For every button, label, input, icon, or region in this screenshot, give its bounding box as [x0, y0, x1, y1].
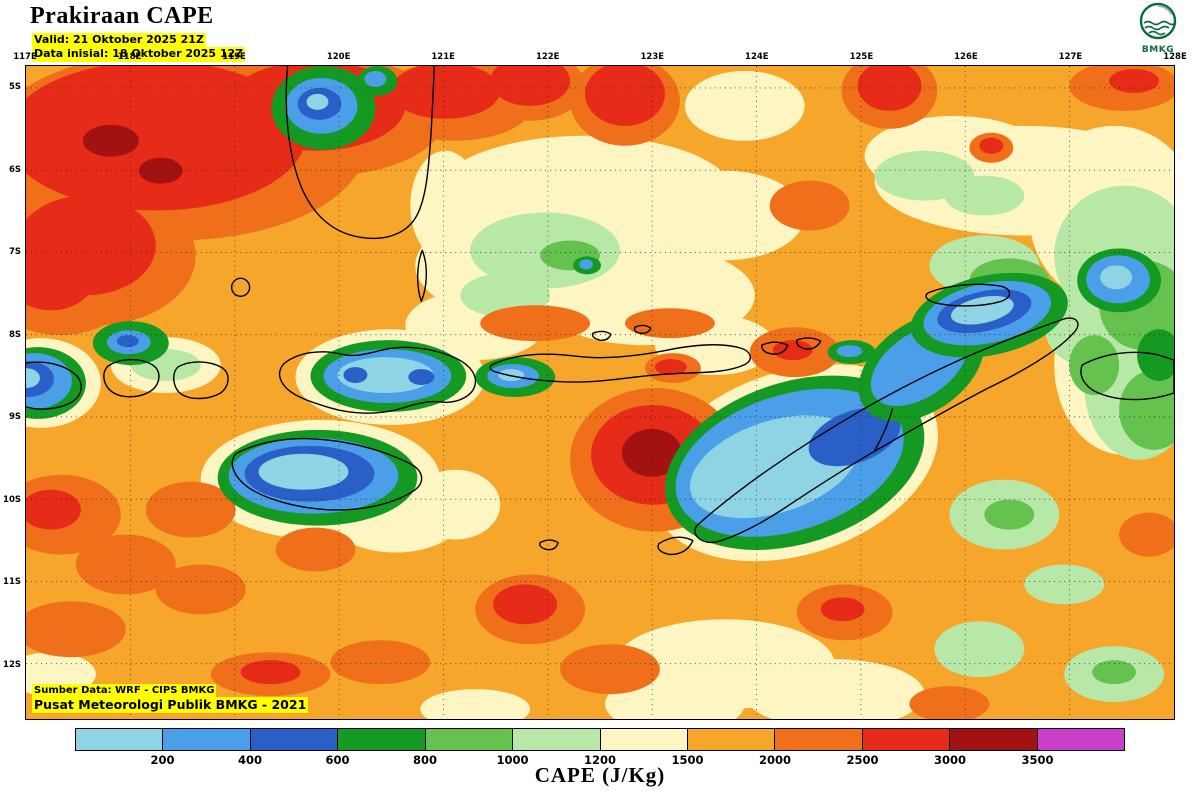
longitude-axis: 117E 118E 119E 120E 121E 122E 123E 124E 125E 126E…: [13, 48, 1187, 62]
lat-label-6S: 6S: [8, 164, 21, 175]
lat-label-8S: 8S: [8, 329, 21, 340]
colorbar-segment-0: [76, 729, 163, 750]
lon-label-125E: 125E: [849, 52, 874, 62]
colorbar-labels: 200 400 600 800 1000 1200 1500 2000 2500 3000 3500: [75, 753, 1125, 769]
lon-label-122E: 122E: [535, 52, 560, 62]
colorbar-tick-800: 800: [412, 753, 438, 767]
bmkg-logo-label: BMKG: [1141, 45, 1175, 55]
colorbar: [75, 728, 1125, 751]
colorbar-tick-1500: 1500: [671, 753, 704, 767]
initial-time-label: Data inisial: 18 Oktober 2025 12Z: [32, 47, 246, 62]
lat-label-7S: 7S: [8, 247, 21, 257]
colorbar-segment-6: [599, 729, 687, 750]
valid-time-label: Valid: 21 Oktober 2025 21Z: [32, 33, 206, 48]
lat-label-10S: 10S: [3, 494, 21, 505]
lon-label-128E: 128E: [1163, 52, 1187, 62]
colorbar-segment-4: [424, 729, 513, 750]
map-canvas: .lvl-0{fill:#8ed4e4}.lvl-1{fill:#4a9fe8}…: [25, 65, 1175, 720]
colorbar-segment-10: [949, 729, 1037, 750]
lat-label-9S: 9S: [8, 412, 21, 422]
lon-label-127E: 127E: [1058, 52, 1083, 62]
colorbar-tick-2500: 2500: [846, 753, 879, 767]
cape-contour-map: .lvl-0{fill:#8ed4e4}.lvl-1{fill:#4a9fe8}…: [26, 66, 1174, 719]
lon-label-120E: 120E: [326, 52, 351, 62]
colorbar-tick-1000: 1000: [496, 753, 529, 767]
colorbar-tick-400: 400: [237, 753, 263, 767]
page-title: Prakiraan CAPE: [30, 3, 214, 29]
colorbar-segment-11: [1036, 729, 1125, 750]
colorbar-segment-7: [686, 729, 775, 750]
contour-fills: [26, 66, 1174, 719]
colorbar-segment-2: [249, 729, 338, 750]
colorbar-segment-8: [774, 729, 862, 750]
bmkg-logo: BMKG: [1134, 2, 1182, 55]
lat-label-5S: 5S: [8, 82, 21, 92]
lon-label-123E: 123E: [640, 52, 665, 62]
lon-label-119E: 119E: [222, 52, 246, 62]
colorbar-segment-3: [337, 729, 425, 750]
publisher-label: Pusat Meteorologi Publik BMKG - 2021: [32, 696, 309, 713]
colorbar-tick-200: 200: [150, 753, 175, 767]
bmkg-logo-icon: [1139, 2, 1177, 40]
coastlines: [26, 66, 1174, 556]
source-block: Sumber Data: WRF - CIPS BMKG Pusat Meteo…: [32, 683, 309, 713]
colorbar-tick-3500: 3500: [1021, 753, 1054, 767]
lon-label-124E: 124E: [745, 52, 769, 62]
lon-label-126E: 126E: [954, 52, 978, 62]
latitude-axis: 5S 6S 7S 8S 9S 10S 11S 12S: [2, 65, 23, 720]
colorbar-tick-600: 600: [325, 753, 350, 767]
lon-label-118E: 118E: [117, 52, 142, 62]
lat-label-11S: 11S: [3, 577, 21, 587]
grid-lines: [26, 66, 1174, 719]
legend: 200 400 600 800 1000 1200 1500 2000 2500 3000 3500: [75, 728, 1125, 769]
legend-title: CAPE (J/Kg): [534, 763, 666, 787]
colorbar-tick-1200: 1200: [583, 753, 617, 767]
forecast-time-block: Valid: 21 Oktober 2025 21Z Data inisial:…: [32, 33, 246, 62]
colorbar-segment-1: [162, 729, 250, 750]
colorbar-tick-2000: 2000: [758, 753, 792, 767]
colorbar-segment-9: [861, 729, 950, 750]
lon-label-117E: 117E: [13, 52, 37, 62]
colorbar-tick-3000: 3000: [933, 753, 967, 767]
lon-label-121E: 121E: [431, 52, 455, 62]
colorbar-segment-5: [512, 729, 600, 750]
lat-label-12S: 12S: [3, 659, 21, 670]
data-source-label: Sumber Data: WRF - CIPS BMKG: [32, 683, 217, 697]
